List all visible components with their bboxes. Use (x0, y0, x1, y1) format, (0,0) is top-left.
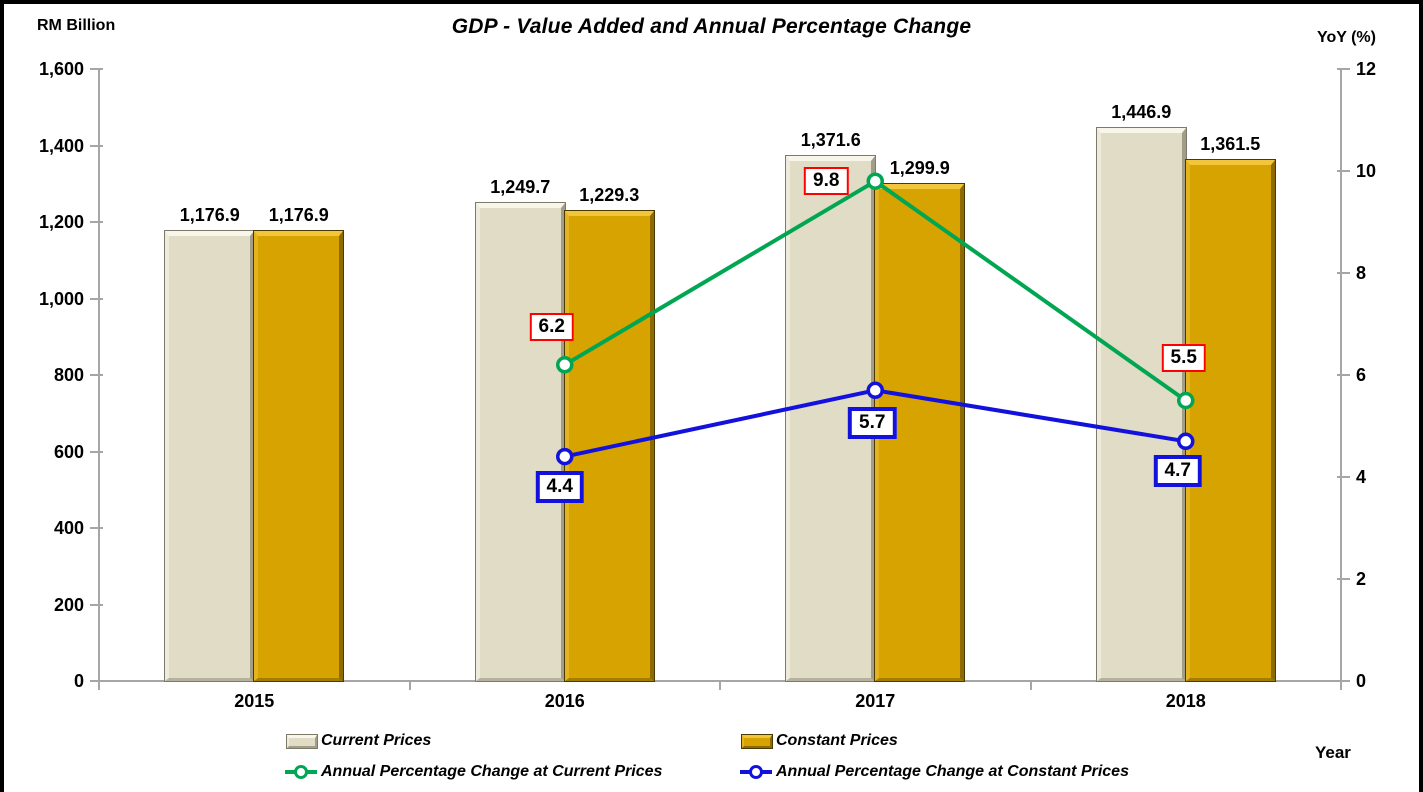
apc-current-prices-line-marker (1177, 391, 1195, 410)
x-axis-tick (1340, 682, 1342, 690)
constant-prices-bar-value-label: 1,299.9 (889, 157, 950, 178)
constant-prices-bar-2018 (1185, 160, 1275, 681)
right-axis-tick (1337, 680, 1350, 682)
left-axis-tick (90, 603, 103, 606)
left-axis-tick-label: 1,600 (38, 59, 84, 79)
x-axis-category-label: 2017 (855, 691, 896, 711)
chart-title: GDP - Value Added and Annual Percentage … (451, 15, 972, 38)
left-axis-tick-label: 800 (53, 365, 84, 385)
apc-current-prices-line-value-label: 5.5 (1161, 343, 1206, 372)
apc-constant-prices-line-value-label: 5.7 (848, 407, 897, 440)
percentage-change-lines (556, 172, 1195, 466)
apc-constant-prices-line-value-label: 4.4 (535, 470, 584, 503)
left-axis-tick-label: 600 (53, 441, 84, 462)
apc-constant-prices-line-marker (866, 381, 884, 400)
left-axis-tick-label: 1,400 (38, 135, 84, 156)
current-prices-bar-value-label: 1,371.6 (800, 130, 861, 151)
current-prices-bar-value-label: 1,249.7 (490, 176, 551, 197)
right-axis-tick-label: 4 (1356, 467, 1367, 487)
x-axis-category-label: 2016 (544, 691, 585, 711)
current-prices-bar-2015 (165, 230, 255, 681)
right-axis-tick (1337, 374, 1350, 376)
x-axis-title: Year (1315, 743, 1351, 762)
x-axis-tick (1029, 682, 1032, 690)
current-prices-bar-value-label: 1,446.9 (1111, 101, 1172, 122)
x-axis-category-label: 2015 (234, 691, 275, 711)
right-axis-tick-label: 0 (1356, 671, 1367, 691)
plot-area: 0 200 400 600 800 1,000 1,200 1,400 1,600 0 2 4 6 8 10… (4, 4, 1419, 792)
left-axis-title: RM Billion (37, 17, 116, 34)
apc-current-prices-line (563, 179, 1187, 403)
apc-constant-prices-line-value-label: 4.7 (1153, 455, 1202, 488)
left-axis-tick (90, 680, 103, 682)
apc-constant-prices-line-marker (1177, 432, 1195, 451)
left-axis-tick-label: 200 (53, 594, 84, 615)
left-axis-tick (90, 374, 103, 376)
right-axis-tick (1337, 476, 1350, 478)
right-axis-tick-label: 8 (1356, 263, 1367, 283)
constant-prices-bar-value-label: 1,176.9 (268, 204, 329, 225)
right-axis-tick (1337, 170, 1350, 172)
apc-current-prices-line-marker (866, 172, 884, 190)
constant-prices-bar-value-label: 1,361.5 (1200, 134, 1261, 155)
x-axis-tick (408, 682, 411, 690)
x-axis-line (98, 680, 1342, 682)
apc-constant-prices-line-marker (556, 447, 574, 466)
right-axis-title: YoY (%) (1317, 29, 1376, 46)
left-axis-tick-label: 1,200 (38, 212, 84, 232)
x-axis-tick (98, 682, 100, 690)
left-axis-tick (90, 297, 103, 300)
left-axis-tick (90, 144, 103, 147)
right-axis-tick-label: 10 (1356, 161, 1377, 181)
left-axis-tick (90, 221, 103, 223)
constant-prices-bar-2015 (254, 230, 344, 681)
right-axis-tick (1337, 578, 1350, 580)
apc-current-prices-line-value-label: 6.2 (529, 312, 574, 341)
left-axis-tick-label: 0 (73, 671, 84, 691)
constant-prices-bar-value-label: 1,229.3 (579, 184, 640, 205)
right-axis-tick-label: 2 (1356, 569, 1367, 589)
x-axis-tick (719, 682, 721, 690)
left-axis-tick-label: 400 (53, 518, 84, 538)
current-prices-bar-2016 (475, 202, 565, 681)
right-axis-tick-label: 12 (1356, 59, 1377, 79)
left-axis-tick-label: 1,000 (38, 288, 84, 309)
apc-current-prices-line-marker (556, 356, 574, 374)
left-axis-tick (90, 68, 103, 70)
x-axis-category-label: 2018 (1165, 691, 1206, 711)
right-axis-tick (1337, 272, 1350, 274)
apc-current-prices-line-value-label: 9.8 (804, 167, 849, 196)
right-axis-tick (1337, 68, 1350, 70)
current-prices-bar-value-label: 1,176.9 (179, 204, 240, 225)
left-axis-tick (90, 527, 103, 529)
left-axis-tick (90, 450, 103, 453)
right-axis-tick-label: 6 (1356, 365, 1367, 385)
